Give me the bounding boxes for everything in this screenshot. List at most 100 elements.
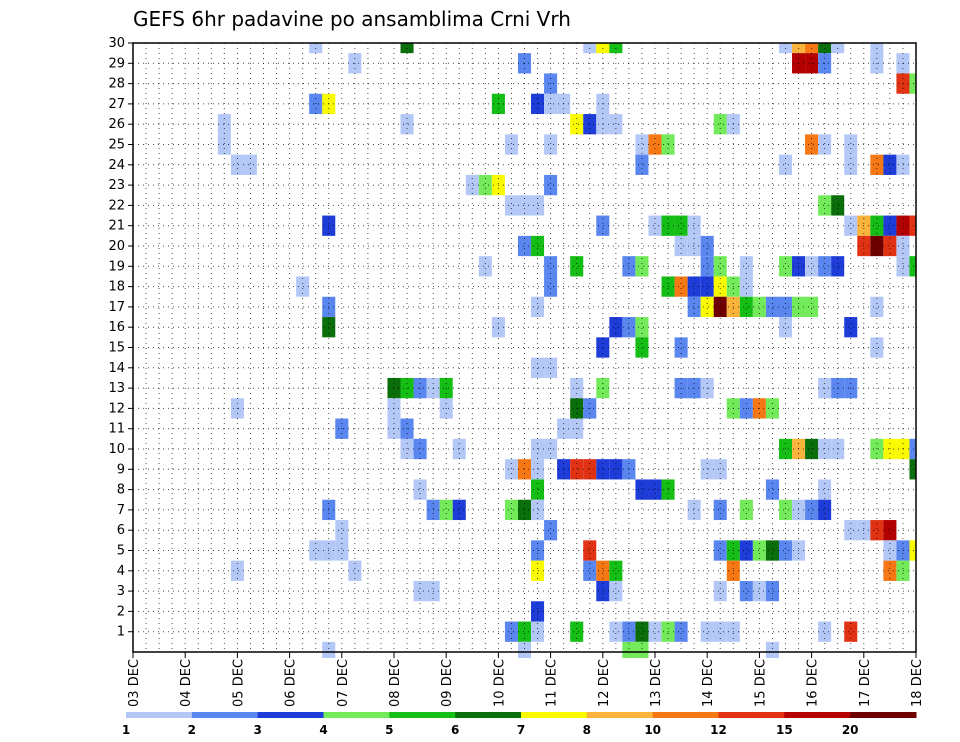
heat-cell [883, 235, 897, 257]
heat-cell [700, 621, 714, 642]
heat-cell [739, 296, 753, 318]
heat-cell [504, 459, 518, 480]
colorbar-swatch [521, 712, 588, 718]
grid-lines [133, 42, 916, 652]
heat-cell [909, 215, 916, 236]
x-tick-label: 16 DEC [806, 659, 821, 707]
heat-cell [596, 215, 610, 236]
heat-cell [531, 621, 545, 642]
heat-cell [504, 134, 518, 155]
heat-cell [504, 499, 518, 521]
colorbar-swatch [389, 712, 456, 718]
heat-cell [909, 256, 916, 277]
heat-cell [818, 256, 832, 277]
heat-cell [478, 256, 492, 277]
colorbar-label: 12 [710, 723, 727, 737]
colorbar-swatch [784, 712, 851, 718]
y-tick-label: 18 [108, 280, 125, 295]
heat-cell [739, 580, 753, 602]
heat-cell [583, 459, 597, 480]
heat-cell [713, 114, 727, 135]
heat-cell [831, 256, 845, 277]
heat-cell [700, 256, 714, 277]
heat-cell [504, 621, 518, 642]
heat-cell [883, 560, 897, 581]
colorbar-label: 4 [319, 723, 327, 737]
heat-cell [883, 215, 897, 236]
heat-cell [583, 540, 597, 561]
y-tick-label: 26 [108, 117, 125, 132]
colorbar-label: 1 [122, 723, 130, 737]
heat-cell [635, 621, 649, 642]
heat-cell [844, 215, 858, 236]
x-tick-label: 05 DEC [231, 659, 246, 707]
heat-cell [570, 114, 584, 135]
heat-cell [635, 154, 649, 175]
heat-cell [335, 540, 349, 561]
heat-cell [544, 520, 558, 541]
x-axis: 03 DEC 04 DEC 05 DEC 06 DEC 07 DEC 08 DEC 09 D… [127, 652, 925, 707]
y-tick-label: 27 [108, 97, 125, 112]
x-tick-label: 06 DEC [284, 659, 299, 707]
heat-cell [230, 154, 244, 175]
heat-cell [805, 134, 819, 155]
heat-cell [687, 235, 701, 257]
heat-cell [765, 540, 779, 561]
y-tick-label: 3 [117, 584, 125, 599]
colorbar-label: 2 [188, 723, 196, 737]
heat-cell [896, 215, 910, 236]
heat-cell [596, 459, 610, 480]
heat-cell [752, 540, 766, 561]
heat-cell [544, 276, 558, 297]
heat-cell [896, 235, 910, 257]
heat-cell [805, 256, 819, 277]
heat-cell [778, 154, 793, 175]
colorbar-label: 6 [451, 723, 459, 737]
colorbar-label: 7 [517, 723, 525, 737]
heat-cell [805, 499, 819, 521]
heat-cell [713, 459, 727, 480]
heat-cell [752, 580, 766, 602]
y-tick-label: 14 [108, 361, 125, 376]
heat-cell [674, 337, 688, 358]
heat-cell [831, 195, 845, 216]
heat-cell [778, 317, 793, 338]
heat-cell [531, 499, 545, 521]
heat-cell [844, 317, 858, 338]
heat-cell [596, 560, 610, 581]
heat-cell [700, 276, 714, 297]
colorbar-swatch [191, 712, 259, 718]
heat-cell [648, 621, 662, 642]
heat-cell [909, 459, 916, 480]
colorbar-label: 20 [842, 723, 859, 737]
heat-cell [570, 621, 584, 642]
heat-cell [531, 601, 545, 622]
heat-cell [713, 499, 727, 521]
heat-cell [517, 195, 532, 216]
heat-cell [517, 459, 532, 480]
y-tick-label: 7 [117, 503, 125, 518]
heat-cell [739, 256, 753, 277]
heat-cell [844, 154, 858, 175]
colorbar-label: 15 [776, 723, 793, 737]
heat-cell [217, 114, 231, 135]
y-axis: 1234567891011121314151617181920212223242… [108, 36, 133, 640]
heat-cell [348, 560, 362, 581]
y-tick-label: 24 [108, 158, 125, 173]
colorbar-swatch [586, 712, 654, 718]
heat-cell [739, 276, 753, 297]
heat-cell [635, 479, 649, 500]
heat-cell [909, 438, 916, 460]
heat-cell [648, 134, 662, 155]
heat-cell [687, 296, 701, 318]
y-tick-label: 30 [108, 36, 125, 51]
heat-cell [870, 215, 884, 236]
heat-cell [217, 134, 231, 155]
y-tick-label: 25 [108, 138, 125, 153]
heat-cell [778, 499, 793, 521]
colorbar-swatch [850, 712, 917, 718]
x-tick-label: 08 DEC [388, 659, 403, 707]
heat-cell [544, 134, 558, 155]
heatmap-cells [217, 43, 916, 658]
x-tick-label: 14 DEC [701, 659, 716, 707]
